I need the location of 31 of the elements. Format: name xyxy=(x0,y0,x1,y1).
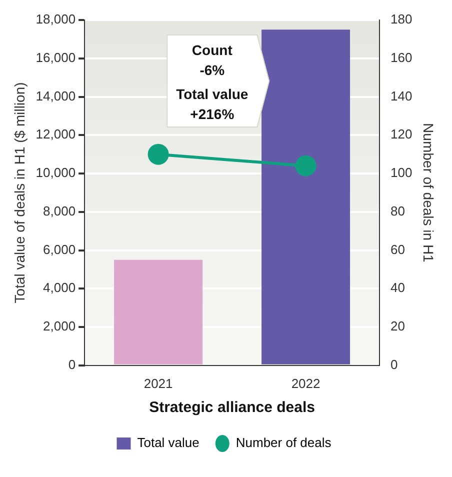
legend-label: Number of deals xyxy=(236,435,332,450)
y2-tick-label: 60 xyxy=(390,242,405,257)
legend-label: Total value xyxy=(137,435,200,450)
y2-axis-title: Number of deals in H1 xyxy=(420,123,437,263)
y2-tick-label: 140 xyxy=(390,88,412,104)
x-tick-label: 2021 xyxy=(144,376,173,391)
y-tick-label: 4,000 xyxy=(43,280,76,296)
y-tick-label: 2,000 xyxy=(43,318,76,334)
y-tick-label: 0 xyxy=(68,356,76,372)
y2-tick-label: 40 xyxy=(390,280,405,296)
x-tick-label: 2022 xyxy=(291,376,320,391)
y-tick-label: 16,000 xyxy=(36,50,76,65)
y2-tick-label: 80 xyxy=(390,203,405,218)
y-tick-label: 10,000 xyxy=(36,165,76,180)
annotation: +216% xyxy=(190,106,235,122)
y-tick-label: 8,000 xyxy=(43,203,76,218)
y-axis-title: Total value of deals in H1 ($ million) xyxy=(11,82,28,304)
annotation: Count xyxy=(192,42,233,58)
x-axis-title: Strategic alliance deals xyxy=(149,399,315,416)
y-tick-label: 14,000 xyxy=(36,88,76,104)
y2-tick-label: 120 xyxy=(390,126,412,142)
y2-tick-label: 180 xyxy=(390,12,412,27)
y-tick-label: 6,000 xyxy=(43,242,76,257)
y2-tick-label: 20 xyxy=(390,318,405,334)
y2-tick-label: 100 xyxy=(390,165,412,180)
y2-tick-label: 0 xyxy=(390,356,398,372)
y-tick-label: 18,000 xyxy=(36,12,76,27)
y2-tick-label: 160 xyxy=(390,50,412,65)
annotation: -6% xyxy=(200,62,226,78)
annotation: Total value xyxy=(176,86,248,102)
y-tick-label: 12,000 xyxy=(36,126,76,142)
